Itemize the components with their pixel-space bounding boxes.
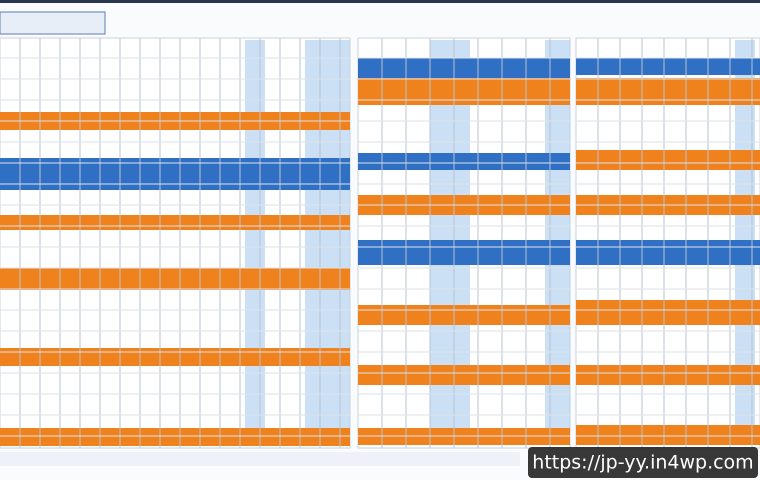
row-band [358,365,570,385]
footer-strip [0,452,520,466]
row-band [358,78,570,105]
header-strip [0,11,106,35]
row-band [358,240,570,265]
top-bar [0,0,760,3]
row-band [0,428,350,446]
row-band [576,78,760,105]
highlight-column [305,40,350,445]
watermark-text: https://jp-yy.in4wp.com [532,452,753,474]
highlight-column [245,40,265,445]
row-band [358,58,570,78]
row-band [576,150,760,170]
row-band [576,365,760,385]
panel [0,37,351,449]
row-band [576,58,760,75]
row-band [0,215,350,230]
row-band [358,305,570,325]
row-band [358,153,570,170]
watermark-box [528,447,758,478]
row-band [576,240,760,265]
row-band [0,268,350,290]
row-band [0,348,350,366]
row-band [576,425,760,445]
row-band [576,300,760,325]
spreadsheet [0,11,760,466]
